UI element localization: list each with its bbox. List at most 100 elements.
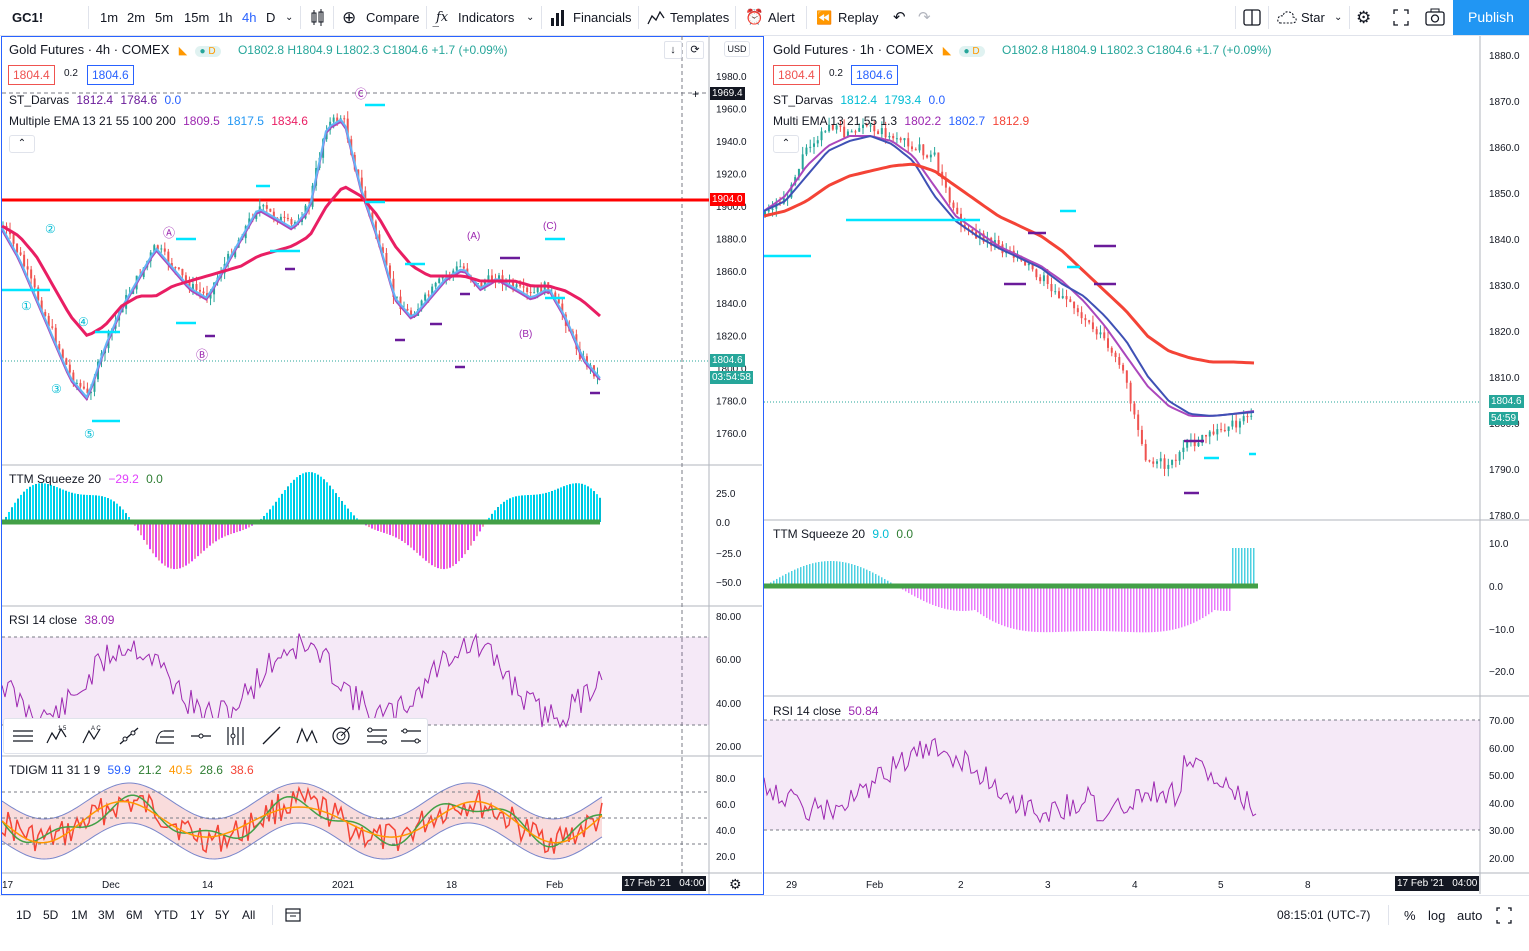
interval-15m[interactable]: 15m [184, 0, 209, 35]
right-st-darvas-legend[interactable]: ST_Darvas 1812.4 1793.4 0.0 [773, 93, 945, 107]
symbol-search-button[interactable]: GC1! [12, 0, 43, 35]
right-chart-canvas[interactable]: 1880.01870.01860.01850.01840.01830.01820… [764, 36, 1529, 894]
chart-settings-gear-icon[interactable]: ⚙ [729, 876, 742, 893]
left-ttm-legend[interactable]: TTM Squeeze 20 −29.2 0.0 [9, 472, 163, 486]
interval-1m[interactable]: 1m [100, 0, 118, 35]
right-buy-button[interactable]: 1804.6 [851, 65, 898, 85]
vertical-lines-icon[interactable] [222, 723, 248, 749]
wave-abc-icon[interactable]: A C [80, 723, 106, 749]
fib-circle-icon[interactable] [328, 723, 354, 749]
xabcd-pattern-icon[interactable] [294, 723, 320, 749]
range-3m[interactable]: 3M [98, 896, 115, 935]
range-ytd[interactable]: YTD [154, 896, 178, 935]
left-price-axis[interactable]: 1980.01960.01940.01920.01900.01880.01860… [716, 72, 747, 863]
ttm-bar [836, 561, 838, 586]
clock-timezone[interactable]: 08:15:01 (UTC-7) [1277, 896, 1370, 935]
fib-icon[interactable] [152, 723, 178, 749]
compare-plus-icon[interactable]: ⊕ [342, 0, 356, 35]
financials-icon[interactable] [550, 0, 566, 35]
interval-4h[interactable]: 4h [242, 0, 256, 35]
alert-button[interactable]: Alert [768, 0, 795, 35]
wave-12345-icon[interactable]: 1 5 [44, 723, 70, 749]
right-ema-legend[interactable]: Multi EMA 13 21 55 1.3 1802.2 1802.7 181… [773, 114, 1029, 128]
right-ttm-legend[interactable]: TTM Squeeze 20 9.0 0.0 [773, 527, 913, 541]
right-price-axis[interactable]: 1880.01870.01860.01850.01840.01830.01820… [1489, 51, 1520, 865]
publish-button[interactable]: Publish [1453, 0, 1529, 35]
replay-icon[interactable]: ⏪ [816, 0, 832, 35]
layout-dropdown-icon[interactable]: ⌄ [1334, 0, 1342, 35]
candle-body [1066, 296, 1068, 299]
range-1y[interactable]: 1Y [190, 896, 205, 935]
horizontal-line-icon[interactable] [188, 723, 214, 749]
ttm-bar [1091, 586, 1093, 631]
compare-button[interactable]: Compare [366, 0, 419, 35]
templates-icon[interactable] [647, 0, 665, 35]
parallel-channel-icon[interactable] [398, 723, 424, 749]
left-rsi-legend[interactable]: RSI 14 close 38.09 [9, 613, 114, 627]
maximize-icon[interactable] [1496, 896, 1512, 935]
left-tdigm-legend[interactable]: TDIGM 11 31 1 9 59.9 21.2 40.5 28.6 38.6 [9, 763, 254, 777]
indicators-button[interactable]: Indicators [458, 0, 514, 35]
collapse-legend-icon[interactable]: ⌃ [9, 135, 35, 153]
menu-lines-icon[interactable] [10, 723, 36, 749]
range-5y[interactable]: 5Y [215, 896, 230, 935]
interval-d[interactable]: D [266, 0, 275, 35]
left-ema-legend[interactable]: Multiple EMA 13 21 55 100 200 1809.5 181… [9, 114, 308, 128]
interval-2m[interactable]: 2m [127, 0, 145, 35]
ray-icon[interactable] [258, 723, 284, 749]
fullscreen-icon[interactable] [1392, 0, 1410, 35]
interval-5m[interactable]: 5m [155, 0, 173, 35]
left-symbol-title[interactable]: Gold Futures · 4h · COMEX [9, 42, 169, 57]
candle-body [164, 248, 166, 251]
reset-scale-icon[interactable]: ⟳ [686, 41, 704, 59]
cloud-icon[interactable] [1276, 0, 1298, 35]
financials-button[interactable]: Financials [573, 0, 632, 35]
layout-icon[interactable] [1243, 0, 1261, 35]
auto-scale-toggle[interactable]: auto [1457, 896, 1482, 935]
candle-body [203, 292, 205, 294]
range-1d[interactable]: 1D [16, 896, 31, 935]
indicators-dropdown-icon[interactable]: ⌄ [526, 0, 534, 35]
channel-icon[interactable] [364, 723, 390, 749]
crosshair-plus-icon[interactable]: + [692, 87, 699, 101]
camera-icon[interactable] [1425, 0, 1445, 35]
candle-body [1179, 452, 1181, 461]
candle-type-icon[interactable] [310, 0, 326, 35]
layout-name-button[interactable]: Star [1301, 0, 1325, 35]
candle-body [407, 309, 409, 311]
rsi-tick: 40.00 [1489, 799, 1514, 810]
left-sell-button[interactable]: 1804.4 [8, 65, 55, 85]
percent-scale-toggle[interactable]: % [1404, 896, 1416, 935]
range-1m[interactable]: 1M [71, 896, 88, 935]
redo-icon[interactable]: ↷ [918, 0, 931, 35]
interval-1h[interactable]: 1h [218, 0, 232, 35]
candle-body [1069, 299, 1071, 302]
collapse-legend-icon[interactable]: ⌃ [773, 135, 799, 153]
right-sell-button[interactable]: 1804.4 [773, 65, 820, 85]
alert-clock-icon[interactable]: ⏰ [745, 0, 764, 35]
scroll-down-icon[interactable]: ↓ [664, 41, 682, 59]
range-5d[interactable]: 5D [43, 896, 58, 935]
trend-line-icon[interactable] [116, 723, 142, 749]
indicators-icon[interactable]: f̲x [436, 0, 448, 35]
ttm-bar [827, 561, 829, 586]
range-all[interactable]: All [242, 896, 255, 935]
left-buy-button[interactable]: 1804.6 [87, 65, 134, 85]
market-status-badge[interactable]: ● D [959, 46, 985, 57]
right-symbol-title[interactable]: Gold Futures · 1h · COMEX [773, 42, 933, 57]
templates-button[interactable]: Templates [670, 0, 729, 35]
indicator-value: 1784.6 [120, 93, 157, 107]
range-6m[interactable]: 6M [126, 896, 143, 935]
gear-icon[interactable]: ⚙ [1356, 0, 1371, 35]
left-st-darvas-legend[interactable]: ST_Darvas 1812.4 1784.6 0.0 [9, 93, 181, 107]
replay-button[interactable]: Replay [838, 0, 878, 35]
currency-label[interactable]: USD [724, 41, 750, 57]
log-scale-toggle[interactable]: log [1428, 896, 1445, 935]
market-status-badge[interactable]: ● D [195, 46, 221, 57]
undo-icon[interactable]: ↶ [893, 0, 906, 35]
right-rsi-legend[interactable]: RSI 14 close 50.84 [773, 704, 878, 718]
date-range-calendar-icon[interactable] [285, 896, 301, 935]
interval-dropdown-icon[interactable]: ⌄ [285, 0, 293, 35]
